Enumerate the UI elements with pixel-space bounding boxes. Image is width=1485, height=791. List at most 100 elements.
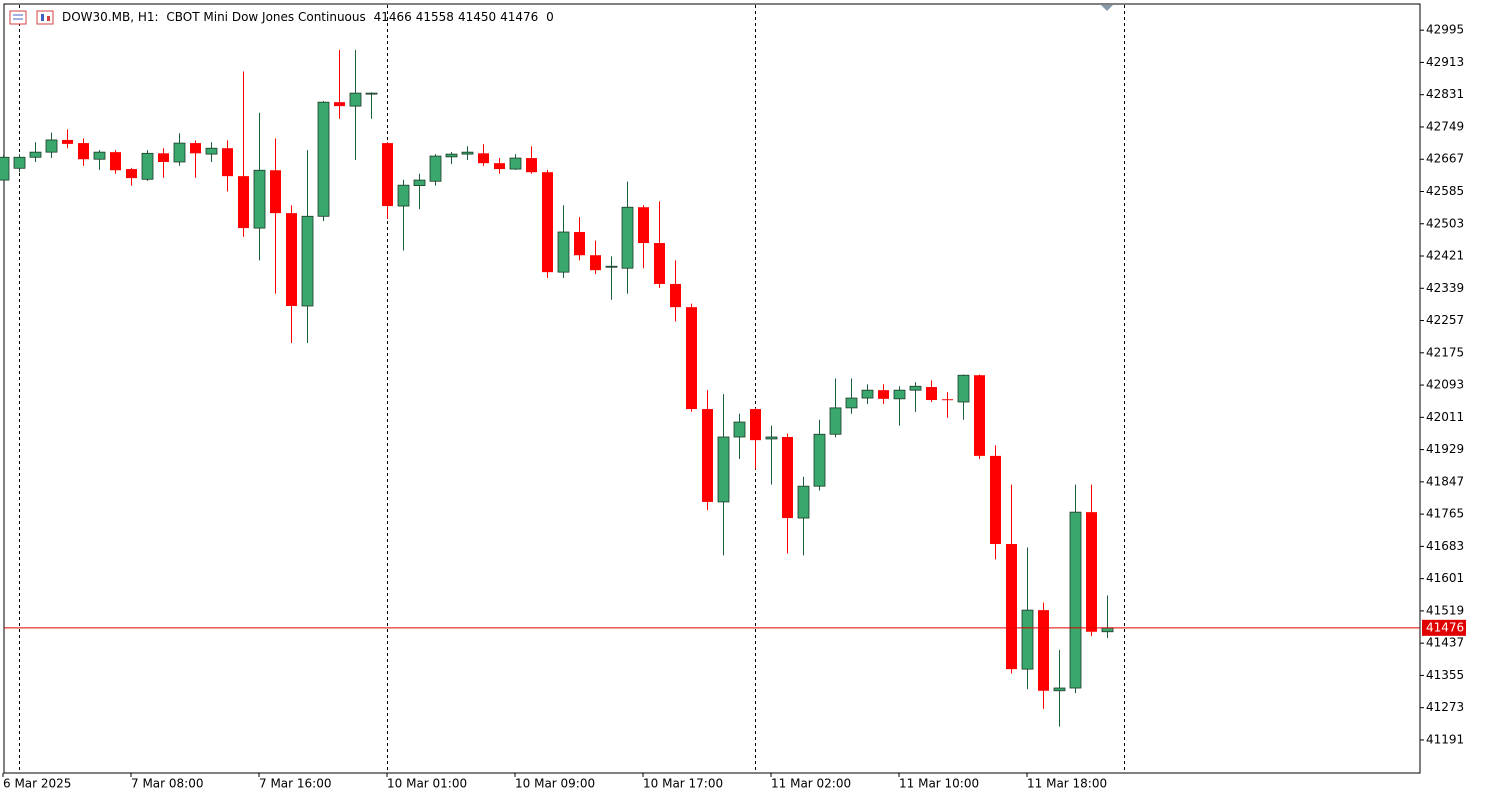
candle-body — [893, 389, 906, 400]
x-tick-label: 7 Mar 08:00 — [131, 777, 204, 791]
toolbar-icons — [9, 10, 54, 25]
candle-body — [813, 433, 826, 487]
y-tick-label: 42749 — [1426, 119, 1464, 133]
x-tick-label: 7 Mar 16:00 — [259, 777, 332, 791]
volume: 0 — [546, 10, 554, 24]
y-tick-label: 42995 — [1426, 23, 1464, 37]
candle-body — [382, 143, 393, 207]
candle-body — [590, 255, 601, 271]
y-tick-label: 42093 — [1426, 378, 1464, 392]
candle-body — [909, 385, 922, 391]
y-tick-label: 42913 — [1426, 55, 1464, 69]
candle-body — [797, 485, 810, 519]
candle-body — [253, 169, 266, 229]
y-tick-label: 41847 — [1426, 474, 1464, 488]
candle-body — [542, 172, 553, 273]
candle-body — [942, 399, 953, 401]
candle-body — [829, 407, 842, 435]
candle-body — [1006, 544, 1017, 670]
icon — [41, 14, 44, 21]
y-tick-label: 41191 — [1426, 732, 1464, 746]
y-tick-label: 41929 — [1426, 442, 1464, 456]
candle-body — [686, 307, 697, 410]
candle-body — [190, 143, 201, 154]
y-tick-label: 41601 — [1426, 571, 1464, 585]
candle-body — [365, 92, 378, 95]
candle-body — [13, 156, 26, 169]
y-tick-label: 41765 — [1426, 507, 1464, 521]
candle-body — [765, 436, 778, 440]
candle-body — [845, 397, 858, 409]
x-tick-label: 10 Mar 01:00 — [387, 777, 467, 791]
shift-marker — [1101, 5, 1113, 11]
candle-body — [1038, 610, 1049, 691]
candle-body — [397, 184, 410, 207]
candle-body — [702, 409, 713, 502]
y-tick-label: 41683 — [1426, 539, 1464, 553]
candle-body — [317, 101, 330, 217]
y-tick-label: 42339 — [1426, 281, 1464, 295]
y-tick-label: 42667 — [1426, 152, 1464, 166]
candle-body — [349, 92, 362, 107]
icon — [47, 16, 50, 21]
x-tick-label: 10 Mar 17:00 — [643, 777, 723, 791]
x-tick-label: 10 Mar 09:00 — [515, 777, 595, 791]
candle-body — [990, 455, 1001, 545]
candle-body — [29, 151, 42, 158]
y-tick-label: 41355 — [1426, 668, 1464, 682]
candle-body — [926, 387, 937, 401]
candle-body — [974, 375, 985, 456]
x-tick-label: 11 Mar 18:00 — [1027, 777, 1107, 791]
candle-body — [1053, 687, 1066, 692]
candle-body — [478, 153, 489, 164]
candle-body — [413, 179, 426, 186]
ohlc: 41466 — [373, 10, 412, 24]
symbol: DOW30.MB, H1: — [62, 10, 159, 24]
y-tick-label: 41437 — [1426, 636, 1464, 650]
period-separators — [19, 5, 1125, 773]
candle-body — [222, 148, 233, 177]
y-tick-label: 42011 — [1426, 410, 1464, 424]
candle-body — [429, 155, 442, 182]
candle-body — [717, 436, 730, 503]
candle-body — [1086, 512, 1097, 632]
description: CBOT Mini Dow Jones Continuous — [166, 10, 366, 24]
candle-body — [334, 102, 345, 107]
candle-body — [78, 143, 89, 160]
y-tick-label: 42585 — [1426, 184, 1464, 198]
y-tick-label: 42831 — [1426, 87, 1464, 101]
x-tick-label: 6 Mar 2025 — [3, 777, 71, 791]
candle-body — [45, 139, 58, 153]
candle-body — [733, 421, 746, 438]
candle-body — [782, 437, 793, 519]
y-tick-label: 41273 — [1426, 700, 1464, 714]
ohlc: 41558 — [415, 10, 454, 24]
candle-body — [270, 170, 281, 214]
candle-body — [158, 153, 169, 162]
candle-body — [1101, 627, 1114, 633]
candle-body — [286, 213, 297, 306]
y-tick-label: 41519 — [1426, 603, 1464, 617]
icon — [36, 10, 54, 25]
candle-body — [509, 157, 522, 170]
candle-body — [638, 207, 649, 244]
candle-body — [878, 390, 889, 399]
candle-body — [126, 169, 137, 179]
x-tick-label: 11 Mar 02:00 — [771, 777, 851, 791]
candle-body — [494, 163, 505, 170]
ohlc: 41476 — [500, 10, 539, 24]
candle-body — [93, 151, 106, 160]
candle-body — [1069, 511, 1082, 689]
y-tick-label: 42257 — [1426, 313, 1464, 327]
y-tick-label: 42175 — [1426, 345, 1464, 359]
candle-body — [238, 176, 249, 229]
candle-body — [557, 231, 570, 273]
candle-body — [110, 152, 121, 171]
candle-body — [445, 153, 458, 158]
chart-header: DOW30.MB, H1: CBOT Mini Dow Jones Contin… — [62, 10, 558, 24]
candle-body — [62, 139, 73, 144]
candle-body — [605, 265, 618, 268]
candle-body — [0, 156, 10, 181]
candle-body — [957, 374, 970, 403]
